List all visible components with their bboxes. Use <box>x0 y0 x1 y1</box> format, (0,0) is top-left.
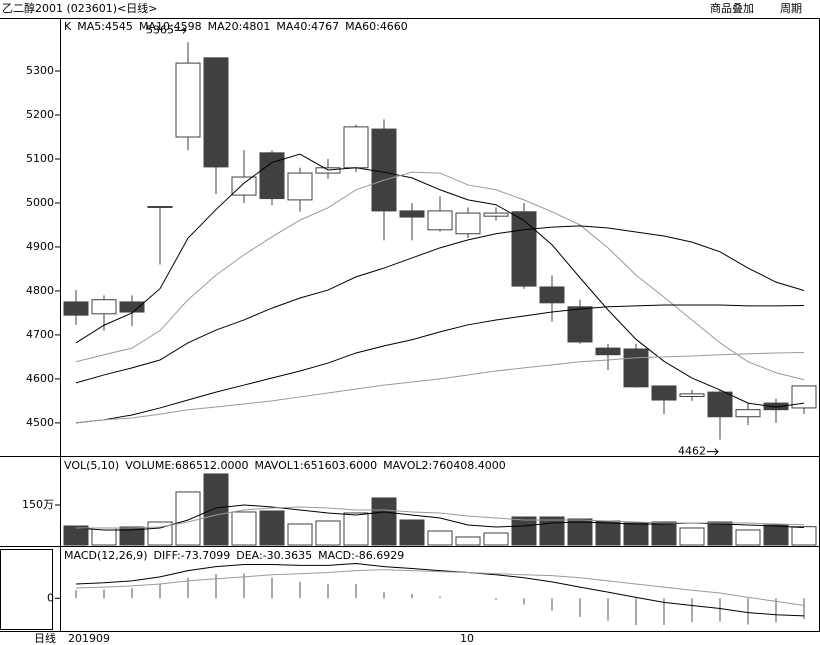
candle-body <box>707 391 733 418</box>
y-tick-label: 5300 <box>26 64 54 77</box>
volume-bar <box>623 522 649 546</box>
volume-bar <box>427 530 453 546</box>
volume-bar <box>679 527 705 546</box>
y-tick-label: 4700 <box>26 328 54 341</box>
candle-body <box>595 347 621 356</box>
ma-line <box>75 562 805 617</box>
legend-label: MA5:4545 <box>77 20 133 33</box>
ma-line <box>75 153 805 408</box>
legend-label: DEA:-30.3635 <box>236 549 312 562</box>
title: 乙二醇2001 (023601)<日线> <box>2 1 158 15</box>
y-tick-label: 0 <box>47 591 54 604</box>
ma-line <box>76 506 805 529</box>
volume-bar <box>371 497 397 546</box>
candle-body <box>623 348 649 388</box>
volume-bar <box>763 524 789 546</box>
x-tick-label: 201909 <box>68 632 110 645</box>
legend-label: MA60:4660 <box>345 20 408 33</box>
legend-label: MA10:4598 <box>139 20 202 33</box>
volume-bar <box>791 526 817 546</box>
period-label: 日线 <box>34 631 56 645</box>
ma-line <box>75 352 805 424</box>
menu-overlay[interactable]: 商品叠加 <box>710 1 754 15</box>
candle-body <box>147 205 173 208</box>
legend-label: DIFF:-73.7099 <box>154 549 231 562</box>
candle-body <box>91 299 117 315</box>
legend-label: VOL(5,10) <box>64 459 119 472</box>
legend-label: MA40:4767 <box>276 20 339 33</box>
legend-label: MA20:4801 <box>208 20 271 33</box>
ma-line <box>75 171 805 381</box>
candle-body <box>483 212 509 217</box>
legend-label: K <box>64 20 72 33</box>
legend-label: MACD(12,26,9) <box>64 549 148 562</box>
volume-bar <box>231 511 257 546</box>
y-tick-label: 5100 <box>26 152 54 165</box>
candle-body <box>399 210 425 218</box>
ma-line <box>75 225 805 384</box>
volume-bar <box>539 516 565 546</box>
legend-label: VOLUME:686512.0000 <box>125 459 248 472</box>
volume-bar <box>203 473 229 546</box>
volume-bar <box>315 520 341 546</box>
y-tick-label: 4900 <box>26 240 54 253</box>
candle-body <box>791 385 817 409</box>
volume-bar <box>707 521 733 546</box>
candle-body <box>651 385 677 401</box>
candle-body <box>287 172 313 201</box>
volume-bar <box>147 521 173 546</box>
x-tick-label: 10 <box>460 632 474 645</box>
y-tick-label: 5000 <box>26 196 54 209</box>
annotation-arrow <box>707 448 719 455</box>
legend-label: MAVOL1:651603.6000 <box>254 459 377 472</box>
volume-bar <box>483 532 509 546</box>
volume-bar <box>651 521 677 546</box>
volume-bar <box>63 525 89 546</box>
candle-body <box>679 393 705 398</box>
candle-body <box>763 402 789 411</box>
candle-body <box>455 212 481 235</box>
candle-body <box>119 301 145 313</box>
candle-body <box>203 57 229 168</box>
volume-bar <box>399 519 425 546</box>
volume-bar <box>119 526 145 546</box>
volume-bar <box>595 520 621 546</box>
y-tick-label: 5200 <box>26 108 54 121</box>
candle-body <box>343 126 369 169</box>
candle-body <box>231 176 257 196</box>
candle-body <box>539 286 565 304</box>
candle-body <box>427 210 453 231</box>
ma-line <box>75 569 805 607</box>
volume-bar <box>91 527 117 546</box>
volume-bar <box>455 536 481 546</box>
side-box <box>0 549 53 630</box>
y-tick-label: 4800 <box>26 284 54 297</box>
candle-body <box>511 211 537 287</box>
annotation-label: 5365 <box>146 23 174 36</box>
legend-label: MAVOL2:760408.4000 <box>383 459 506 472</box>
volume-bar <box>567 518 593 546</box>
volume-bar <box>287 523 313 546</box>
annotation-arrow <box>175 27 187 34</box>
volume-bar <box>259 510 285 546</box>
candle-body <box>175 62 201 138</box>
ma-line <box>75 304 805 424</box>
candle-body <box>735 409 761 418</box>
volume-bar <box>343 512 369 546</box>
annotation-label: 4462 <box>678 445 706 458</box>
volume-bar <box>735 529 761 546</box>
menu-period[interactable]: 周期 <box>780 2 802 15</box>
candle-body <box>567 306 593 343</box>
volume-bar <box>511 516 537 546</box>
candle-body <box>63 301 89 316</box>
volume-bar <box>175 491 201 546</box>
y-tick-label: 4500 <box>26 416 54 429</box>
y-tick-label: 4600 <box>26 372 54 385</box>
y-tick-label: 150万 <box>22 498 54 511</box>
legend-label: MACD:-86.6929 <box>318 549 404 562</box>
candle-body <box>371 128 397 212</box>
